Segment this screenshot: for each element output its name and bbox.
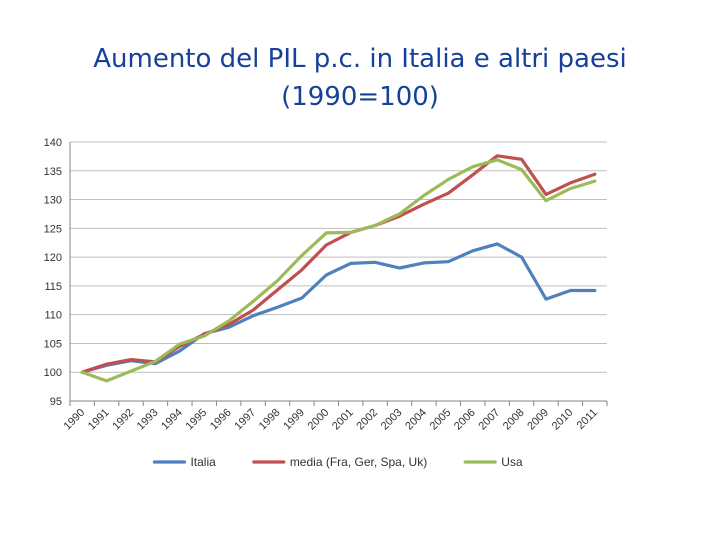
legend-item: media (Fra, Ger, Spa, Uk)	[252, 455, 427, 469]
x-tick-label-1991: 1991	[86, 407, 112, 433]
x-tick-label-1993: 1993	[135, 407, 161, 433]
series-line-3	[80, 158, 597, 383]
y-tick-label-120: 120	[44, 252, 62, 264]
x-tick-label-1994: 1994	[159, 407, 185, 433]
y-tick-label-140: 140	[44, 137, 62, 149]
series-lines	[80, 154, 597, 383]
x-tick-label-1996: 1996	[208, 407, 234, 433]
series-line-2	[80, 154, 597, 374]
x-tick-label-2000: 2000	[306, 407, 332, 433]
y-tick-labels: 95 100 105 110 115 120 125 130 135 140	[44, 137, 62, 408]
legend-label: Usa	[501, 455, 523, 469]
chart-title-line-1: Aumento del PIL p.c. in Italia e altri p…	[93, 44, 627, 74]
x-tick-label-2009: 2009	[525, 407, 551, 433]
x-tick-label-1995: 1995	[184, 407, 210, 433]
legend-item: Usa	[463, 455, 523, 469]
series-line-1	[80, 242, 597, 374]
y-tick-label-110: 110	[44, 310, 62, 322]
x-tick-label-2006: 2006	[452, 407, 478, 433]
y-tick-label-130: 130	[44, 195, 62, 207]
x-tick-label-2011: 2011	[575, 407, 600, 432]
x-tick-label-2004: 2004	[403, 407, 429, 433]
legend-item: Italia	[152, 455, 216, 469]
y-tick-label-100: 100	[44, 367, 62, 379]
x-tick-label-2008: 2008	[501, 407, 527, 433]
x-tick-label-2007: 2007	[476, 407, 502, 433]
x-tick-label-1997: 1997	[232, 407, 258, 433]
legend: Italia media (Fra, Ger, Spa, Uk) Usa	[152, 455, 523, 469]
y-tick-label-115: 115	[44, 281, 62, 293]
chart-title-line-2: (1990=100)	[281, 82, 439, 112]
x-tick-label-2005: 2005	[428, 407, 454, 433]
grid-lines	[70, 141, 607, 373]
y-tick-label-95: 95	[50, 396, 62, 408]
y-tick-label-125: 125	[44, 223, 62, 235]
x-tick-labels: 1990199119921993199419951996199719981999…	[62, 407, 600, 433]
legend-label: Italia	[190, 455, 216, 469]
x-tick-label-2010: 2010	[550, 407, 576, 433]
axes	[69, 142, 608, 406]
x-tick-label-1998: 1998	[257, 407, 283, 433]
y-tick-label-105: 105	[44, 338, 62, 350]
x-tick-label-1990: 1990	[62, 407, 88, 433]
chart-title: Aumento del PIL p.c. in Italia e altri p…	[0, 40, 720, 116]
legend-label: media (Fra, Ger, Spa, Uk)	[290, 455, 427, 469]
x-tick-label-2002: 2002	[354, 407, 380, 433]
x-tick-label-1992: 1992	[110, 407, 136, 433]
x-tick-label-2003: 2003	[379, 407, 405, 433]
y-tick-label-135: 135	[44, 166, 62, 178]
x-tick-label-1999: 1999	[281, 407, 307, 433]
x-tick-label-2001: 2001	[330, 407, 356, 433]
